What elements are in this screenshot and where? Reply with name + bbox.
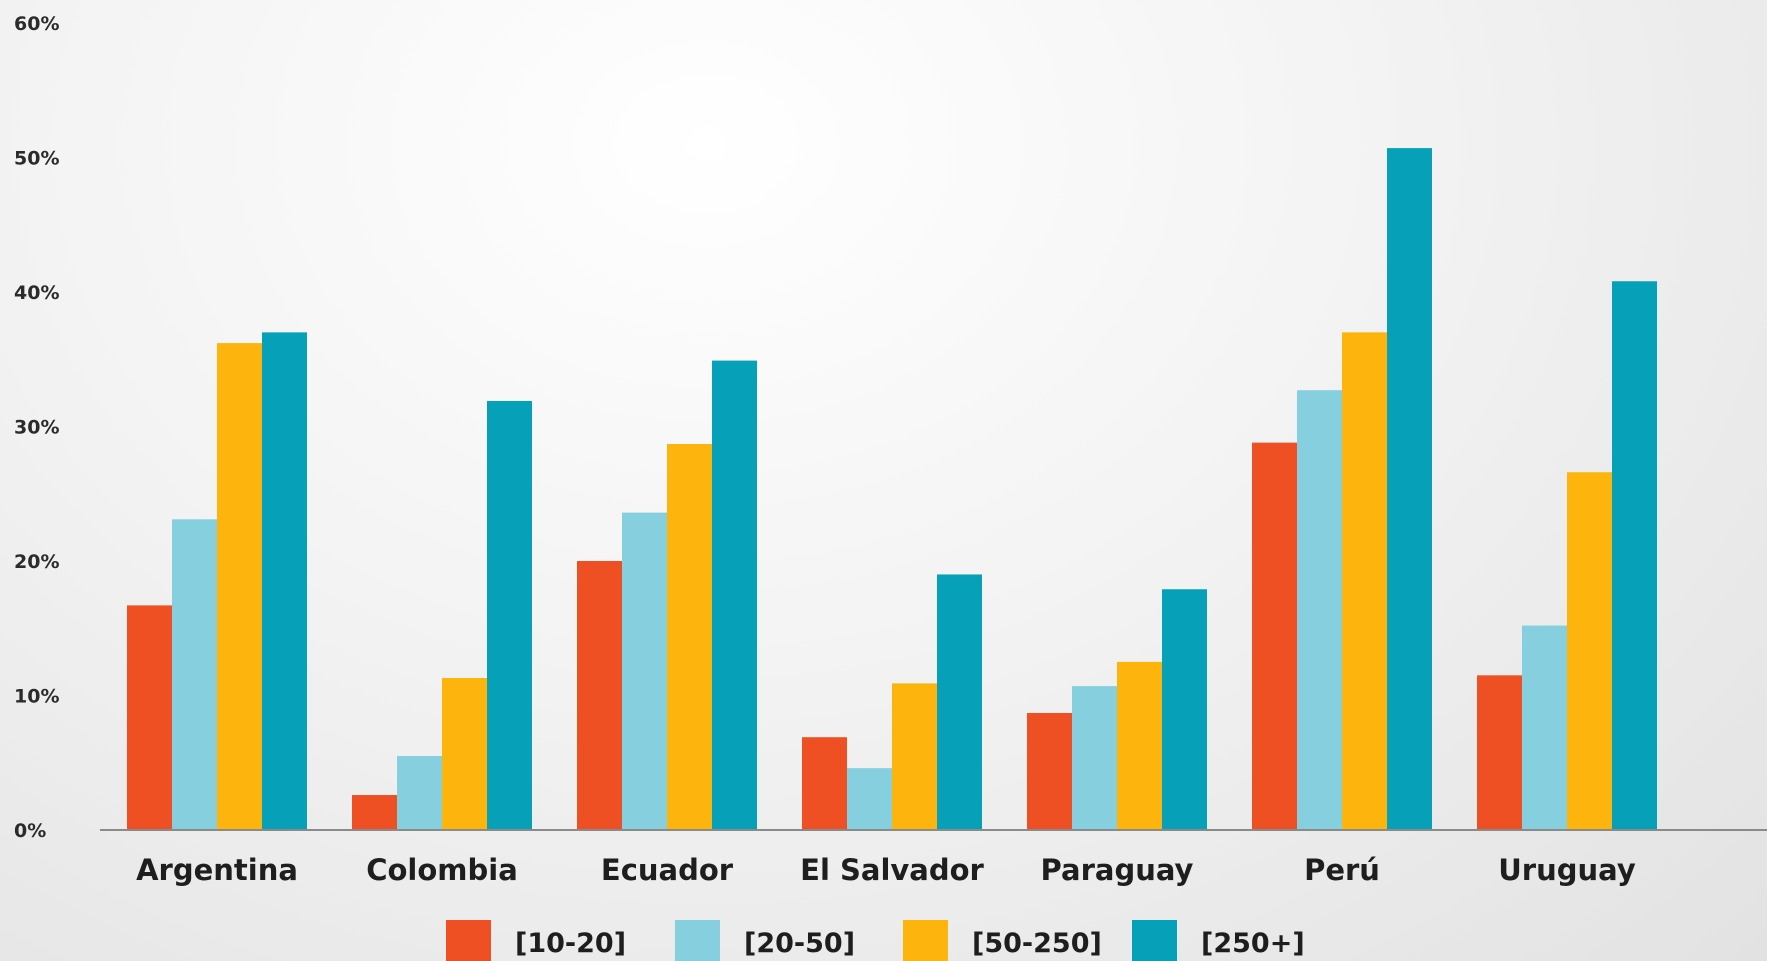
bar-uruguay-1 [1522,625,1567,830]
x-category-label: Colombia [366,853,518,887]
y-tick-label: 50% [14,148,59,170]
legend-label: [250+] [1201,928,1305,959]
bar-colombia-2 [442,678,487,830]
x-category-label: Ecuador [601,853,734,887]
bar-per--1 [1297,390,1342,830]
bar-argentina-3 [262,332,307,830]
x-category-label: Paraguay [1041,853,1194,887]
legend-swatch [903,920,948,961]
bar-per--2 [1342,332,1387,830]
bar-argentina-1 [172,519,217,830]
x-category-label: Uruguay [1498,853,1636,887]
bar-paraguay-3 [1162,589,1207,830]
y-tick-label: 30% [14,417,59,439]
y-tick-label: 40% [14,282,59,304]
bar-el-salvador-2 [892,683,937,830]
bar-paraguay-0 [1027,712,1072,830]
bars [127,148,1657,830]
legend-label: [20-50] [744,928,855,959]
bar-per--0 [1252,442,1297,830]
x-category-label: Perú [1304,853,1380,887]
y-tick-label: 20% [14,551,59,573]
legend-swatch [446,920,491,961]
y-axis-ticks: 0% 10% 20% 30% 40% 50% 60% [14,13,59,842]
bar-el-salvador-1 [847,768,892,830]
bar-el-salvador-0 [802,737,847,830]
legend-label: [10-20] [515,928,626,959]
legend-label: [50-250] [972,928,1102,959]
bar-argentina-2 [217,343,262,830]
bar-ecuador-1 [622,512,667,830]
y-tick-label: 10% [14,686,59,708]
bar-argentina-0 [127,605,172,830]
bar-uruguay-0 [1477,675,1522,830]
legend-swatch [675,920,720,961]
bar-uruguay-2 [1567,472,1612,830]
bar-colombia-1 [397,756,442,830]
bar-colombia-3 [487,400,532,830]
bar-ecuador-2 [667,443,712,830]
y-tick-label: 60% [14,13,59,35]
bar-ecuador-0 [577,561,622,830]
legend-swatch [1132,920,1177,961]
bar-ecuador-3 [712,360,757,830]
bar-paraguay-1 [1072,686,1117,830]
bar-el-salvador-3 [937,574,982,830]
x-category-label: Argentina [136,853,298,887]
x-category-label: El Salvador [800,853,984,887]
bar-colombia-0 [352,795,397,830]
y-tick-label: 0% [14,820,46,842]
bar-per--3 [1387,148,1432,830]
bar-paraguay-2 [1117,661,1162,830]
bar-uruguay-3 [1612,281,1657,830]
legend: [10-20] [20-50] [50-250] [250+] [446,920,1305,961]
x-axis-categories: Argentina Colombia Ecuador El Salvador Parag… [136,853,1636,887]
